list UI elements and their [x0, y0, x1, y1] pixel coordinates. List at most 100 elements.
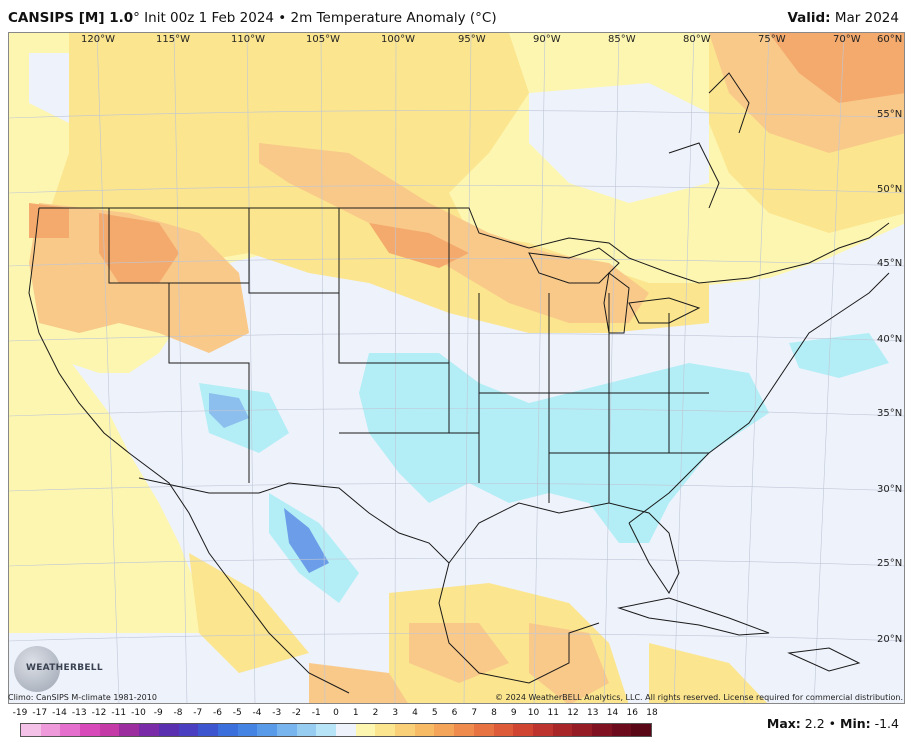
- weatherbell-logo: [14, 646, 60, 692]
- scale-swatch: [139, 724, 159, 736]
- scale-tick-label: 7: [471, 708, 478, 718]
- scale-swatch: [21, 724, 41, 736]
- scale-swatch: [158, 724, 179, 736]
- scale-tick-label: 11: [547, 708, 559, 718]
- scale-swatch: [316, 724, 336, 736]
- scale-swatch: [80, 724, 100, 736]
- scale-tick-label: -6: [213, 708, 222, 718]
- scale-swatch: [276, 724, 297, 736]
- anomaly-shading: [9, 33, 904, 703]
- lon-label: 110°W: [231, 34, 265, 45]
- map-canvas: 120°W 115°W 110°W 105°W 100°W 95°W 90°W …: [9, 33, 904, 703]
- scale-swatch: [198, 724, 218, 736]
- scale-tick-label: -19: [12, 708, 28, 718]
- scale-swatch: [395, 724, 415, 736]
- scale-tick-label: 16: [626, 708, 638, 718]
- scale-swatch: [257, 724, 277, 736]
- valid-label: Valid:: [787, 10, 831, 26]
- scale-tick-label: -9: [153, 708, 163, 718]
- scale-swatch: [414, 724, 435, 736]
- scale-tick-label: 5: [431, 708, 438, 718]
- max-label: Max:: [766, 716, 801, 731]
- lon-label: 115°W: [156, 34, 190, 45]
- scale-swatch: [591, 724, 612, 736]
- map-subtitle: Init 00z 1 Feb 2024 • 2m Temperature Ano…: [139, 10, 497, 26]
- min-label: Min:: [840, 716, 871, 731]
- scale-swatch: [611, 724, 632, 736]
- scale-swatch: [473, 724, 494, 736]
- scale-tick-label: -8: [173, 708, 183, 718]
- map-title: CANSIPS [M] 1.0° Init 00z 1 Feb 2024 • 2…: [8, 10, 497, 26]
- lat-label: 45°N: [877, 258, 902, 269]
- scale-tick-label: 9: [510, 708, 517, 718]
- scale-swatch: [434, 724, 455, 736]
- lon-label: 100°W: [381, 34, 415, 45]
- scale-swatch: [178, 724, 199, 736]
- lat-lon-grid: [9, 33, 904, 703]
- scale-tick-label: -17: [32, 708, 48, 718]
- scale-tick-label: -7: [193, 708, 203, 718]
- scale-swatch: [99, 724, 120, 736]
- max-min-readout: Max: 2.2 • Min: -1.4: [767, 716, 899, 731]
- scale-tick-label: 2: [372, 708, 379, 718]
- political-borders: [28, 72, 890, 694]
- lat-label: 60°N: [877, 34, 902, 45]
- lat-label: 55°N: [877, 109, 902, 120]
- copyright-note: © 2024 WeatherBELL Analytics, LLC. All r…: [495, 693, 903, 702]
- scale-swatch: [631, 724, 651, 736]
- lat-label: 40°N: [877, 334, 902, 345]
- longitude-labels: 120°W 115°W 110°W 105°W 100°W 95°W 90°W …: [81, 34, 902, 45]
- min-value: -1.4: [870, 716, 899, 731]
- scale-tick-label: -2: [292, 708, 301, 718]
- lon-label: 70°W: [833, 34, 861, 45]
- scale-swatch: [572, 724, 592, 736]
- scale-swatch: [532, 724, 553, 736]
- scale-swatch: [552, 724, 573, 736]
- lon-label: 90°W: [533, 34, 561, 45]
- header-bar: CANSIPS [M] 1.0° Init 00z 1 Feb 2024 • 2…: [0, 0, 913, 32]
- lon-label: 120°W: [81, 34, 115, 45]
- scale-tick-label: 0: [333, 708, 339, 718]
- lat-label: 25°N: [877, 558, 902, 569]
- lon-label: 95°W: [458, 34, 486, 45]
- valid-date: Valid: Mar 2024: [787, 10, 899, 26]
- model-name: CANSIPS [M] 1.0: [8, 10, 134, 26]
- scale-swatch: [40, 724, 61, 736]
- scale-tick-label: 6: [451, 708, 458, 718]
- climo-note: Climo: CanSIPS M-climate 1981-2010: [8, 693, 157, 702]
- scale-tick-label: 14: [606, 708, 619, 718]
- scale-tick-label: 10: [527, 708, 540, 718]
- scale-tick-label: -4: [252, 708, 262, 718]
- scale-swatch: [237, 724, 258, 736]
- scale-ticks: -19 -17 -14 -13 -12 -11 -10 -9 -8 -7 -6 -5 -4 -3 -2 -1 0…: [13, 708, 658, 722]
- lat-label: 50°N: [877, 184, 902, 195]
- scale-tick-label: -14: [52, 708, 67, 718]
- lon-label: 75°W: [758, 34, 786, 45]
- scale-swatch: [355, 724, 376, 736]
- lat-label: 30°N: [877, 484, 902, 495]
- lon-label: 80°W: [683, 34, 711, 45]
- scale-tick-label: 4: [412, 708, 418, 718]
- scale-tick-label: 3: [392, 708, 399, 718]
- scale-swatch: [60, 724, 81, 736]
- scale-tick-label: -1: [311, 708, 321, 718]
- valid-value: Mar 2024: [830, 10, 899, 26]
- scale-tick-label: -3: [272, 708, 282, 718]
- scale-swatch: [296, 724, 317, 736]
- latitude-labels: 55°N 50°N 45°N 40°N 35°N 30°N 25°N 20°N: [877, 109, 902, 645]
- scale-tick-label: -10: [131, 708, 146, 718]
- scale-swatch: [493, 724, 514, 736]
- lat-label: 35°N: [877, 408, 902, 419]
- scale-tick-label: -11: [111, 708, 127, 718]
- scale-tick-label: 8: [491, 708, 497, 718]
- anomaly-map: 120°W 115°W 110°W 105°W 100°W 95°W 90°W …: [8, 32, 905, 704]
- scale-tick-label: 12: [567, 708, 579, 718]
- scale-swatch: [336, 724, 356, 736]
- stats-separator: •: [824, 716, 840, 731]
- scale-swatch: [513, 724, 533, 736]
- scale-swatch: [119, 724, 140, 736]
- scale-bar: [20, 723, 652, 737]
- scale-tick-label: -5: [232, 708, 242, 718]
- scale-tick-label: -13: [71, 708, 87, 718]
- logo-text: WEATHERBELL: [26, 663, 103, 673]
